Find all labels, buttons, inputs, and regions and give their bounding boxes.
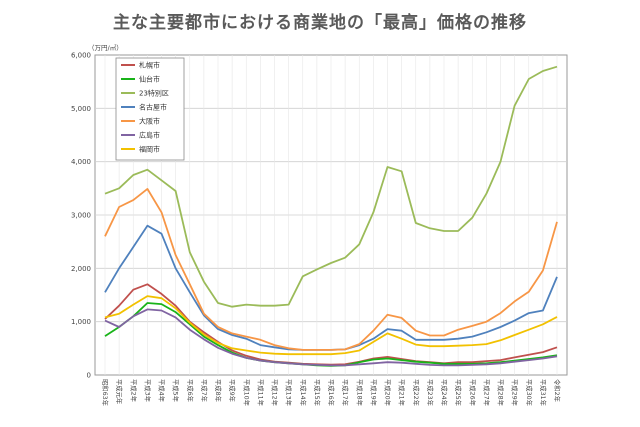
x-tick-label: 平成25年 [454,379,463,406]
x-tick-label: 平成19年 [369,379,378,406]
series-line [104,295,558,356]
x-tick-label: 平成13年 [285,379,294,406]
x-tick-label: 平成22年 [412,379,421,406]
y-tick-label: 5,000 [71,105,91,113]
y-tick-label: 2,000 [71,265,91,273]
x-tick-label: 平成6年 [186,379,195,402]
x-tick-label: 平成14年 [299,379,308,406]
x-tick-label: 平成16年 [327,379,336,406]
x-tick-label: 平成17年 [341,379,350,406]
legend-label: 名古屋市 [139,103,167,112]
x-tick-label: 平成3年 [143,379,152,402]
x-tick-label: 平成31年 [539,379,548,406]
x-tick-label: 平成4年 [158,379,167,402]
x-tick-label: 平成20年 [384,379,393,406]
x-tick-label: 平成8年 [214,379,223,402]
y-tick-label: 0 [87,372,91,380]
legend-box [115,57,185,161]
y-tick-label: 3,000 [71,212,91,220]
legend-label: 福岡市 [139,145,160,154]
chart-title: 主な主要都市における商業地の「最高」価格の推移 [113,13,527,33]
x-tick-label: 令和2年 [553,379,562,402]
y-tick-label: 6,000 [71,52,91,60]
x-tick-label: 平成26年 [468,379,477,406]
y-axis-ticks: 0 1,000 2,000 3,000 4,000 5,000 6,000 [71,52,91,380]
x-tick-label: 平成9年 [228,379,237,402]
x-tick-label: 平成11年 [256,379,265,406]
legend-label: 23特別区 [139,89,169,98]
legend-label: 仙台市 [139,75,160,84]
series-line [104,65,558,308]
series-lines [104,65,558,367]
x-tick-label: 平成12年 [271,379,280,406]
x-tick-label: 平成10年 [242,379,251,406]
x-tick-label: 平成15年 [313,379,322,406]
x-axis-ticks: 昭和63年 平成元年 平成2年 平成3年 平成4年 平成5年 平成6年 平成7年 平成8年 平成9… [101,379,562,406]
x-tick-label: 平成21年 [398,379,407,406]
y-tick-label: 1,000 [71,318,91,326]
x-tick-label: 平成28年 [497,379,506,406]
x-tick-label: 平成27年 [482,379,491,406]
x-tick-label: 平成7年 [200,379,209,402]
x-tick-label: 平成元年 [115,379,124,404]
x-tick-label: 昭和63年 [101,379,110,406]
x-tick-label: 平成18年 [355,379,364,406]
legend-label: 大阪市 [139,117,160,126]
y-tick-label: 4,000 [71,158,91,166]
legend-label: 広島市 [139,131,160,140]
x-tick-label: 平成2年 [129,379,138,402]
series-line [104,308,558,367]
x-tick-label: 平成5年 [172,379,181,402]
x-tick-label: 平成29年 [511,379,520,406]
x-tick-label: 平成30年 [525,379,534,406]
x-tick-label: 平成23年 [426,379,435,406]
x-tick-label: 平成24年 [440,379,449,406]
series-line [104,187,558,351]
legend-label: 札幌市 [139,61,160,70]
y-axis-unit-label: （万円/㎡） [88,43,123,52]
